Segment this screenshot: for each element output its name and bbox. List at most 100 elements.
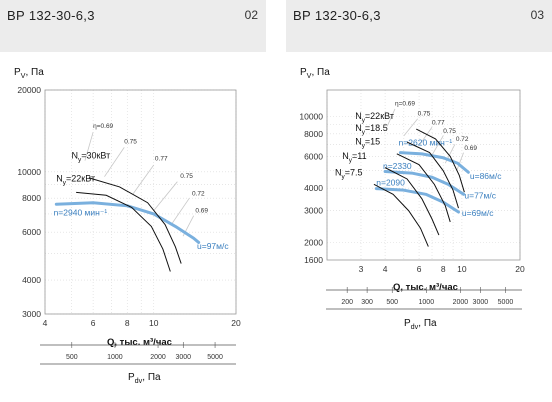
secondary-tick-label: 1000 bbox=[419, 299, 435, 306]
y-tick-label: 3000 bbox=[22, 309, 41, 319]
efficiency-line bbox=[132, 164, 155, 195]
chart-panel-left: ВР 132-30-6,3 02 4 6 8 10 20 3000 4000 6000 8000… bbox=[0, 0, 266, 402]
x-tick-label: 10 bbox=[457, 264, 467, 274]
speed-curve bbox=[398, 151, 470, 174]
efficiency-label: η=0.69 bbox=[93, 123, 113, 130]
model-title: ВР 132-30-6,3 bbox=[293, 8, 381, 23]
x-tick-label: 10 bbox=[149, 318, 159, 328]
efficiency-label: 0.77 bbox=[432, 120, 445, 127]
x-tick-label: 20 bbox=[231, 318, 241, 328]
power-curve-label: Ny=30кВт bbox=[71, 150, 110, 163]
efficiency-line bbox=[104, 147, 125, 177]
x-tick-label: 6 bbox=[91, 318, 96, 328]
secondary-tick-label: 500 bbox=[66, 354, 78, 361]
efficiency-label: 0.69 bbox=[464, 145, 477, 152]
y-tick-label: 8000 bbox=[304, 129, 323, 139]
model-title: ВР 132-30-6,3 bbox=[7, 8, 95, 23]
speed-curve bbox=[374, 187, 460, 214]
power-curve bbox=[76, 191, 171, 272]
power-curve bbox=[406, 141, 459, 209]
fan-curve-chart: 4 6 8 10 20 3000 4000 6000 8000 10000 20000 PV, Па Q… bbox=[14, 67, 241, 385]
x-tick-label: 8 bbox=[441, 264, 446, 274]
speed-curve-label: n=2090 bbox=[376, 177, 405, 187]
efficiency-line bbox=[84, 132, 94, 161]
velocity-label: u=77м/с bbox=[464, 191, 496, 201]
efficiency-label: 0.75 bbox=[180, 173, 193, 180]
power-curve-label: Ny=22кВт bbox=[56, 174, 95, 187]
efficiency-line bbox=[418, 127, 433, 146]
x-tick-label: 3 bbox=[359, 264, 364, 274]
velocity-label: u=97м/с bbox=[197, 241, 229, 251]
y-tick-label: 8000 bbox=[22, 193, 41, 203]
x-axis-label: Q, тыс. м³/час bbox=[107, 337, 172, 348]
speed-curve bbox=[383, 169, 466, 196]
panel-header: ВР 132-30-6,3 02 bbox=[0, 0, 266, 52]
velocity-label: u=86м/с bbox=[470, 171, 502, 181]
panel-header: ВР 132-30-6,3 03 bbox=[286, 0, 552, 52]
x-tick-label: 4 bbox=[43, 318, 48, 328]
plot-frame bbox=[326, 89, 521, 261]
power-curve bbox=[396, 153, 451, 223]
efficiency-label: 0.75 bbox=[418, 111, 431, 118]
efficiency-label: 0.72 bbox=[456, 136, 469, 143]
y-tick-label: 4000 bbox=[22, 275, 41, 285]
y-tick-label: 3000 bbox=[304, 206, 323, 216]
efficiency-line bbox=[153, 181, 178, 211]
fan-curve-chart: 3 4 6 8 10 20 1600 2000 3000 4000 6000 8000 10000 PV,… bbox=[299, 67, 525, 331]
power-curve bbox=[88, 177, 182, 264]
secondary-tick-label: 2000 bbox=[150, 354, 166, 361]
y-tick-label: 10000 bbox=[299, 111, 323, 121]
efficiency-label: 0.69 bbox=[195, 207, 208, 214]
power-curve-label: Ny=7.5 bbox=[335, 168, 363, 181]
secondary-axis-label: Pdv, Па bbox=[128, 372, 161, 385]
efficiency-label: η=0.69 bbox=[395, 100, 415, 107]
y-tick-label: 6000 bbox=[22, 227, 41, 237]
y-tick-label: 20000 bbox=[17, 85, 41, 95]
x-axis-label: Q, тыс. м³/час bbox=[393, 282, 458, 293]
panel-number: 02 bbox=[244, 8, 258, 22]
chart-panel-right: ВР 132-30-6,3 03 3 4 6 8 10 20 1600 2000 3000 400… bbox=[286, 0, 552, 402]
secondary-tick-label: 3000 bbox=[473, 299, 489, 306]
efficiency-line bbox=[403, 118, 418, 137]
efficiency-line bbox=[386, 108, 396, 127]
speed-curve-label: n=2330 bbox=[383, 161, 412, 171]
velocity-label: u=69м/с bbox=[462, 208, 494, 218]
efficiency-label: 0.72 bbox=[192, 190, 205, 197]
power-curve bbox=[384, 167, 440, 236]
secondary-tick-label: 3000 bbox=[175, 354, 191, 361]
secondary-tick-label: 5000 bbox=[207, 354, 223, 361]
y-tick-label: 10000 bbox=[17, 167, 41, 177]
y-tick-label: 4000 bbox=[304, 183, 323, 193]
power-curve-label: Ny=18.5 bbox=[355, 123, 388, 136]
y-tick-label: 1600 bbox=[304, 255, 323, 265]
power-curve bbox=[416, 128, 465, 193]
power-curve bbox=[373, 183, 429, 247]
power-curve-label: Ny=11 bbox=[342, 151, 366, 164]
secondary-tick-label: 500 bbox=[386, 299, 398, 306]
secondary-tick-label: 2000 bbox=[453, 299, 469, 306]
x-tick-label: 20 bbox=[515, 264, 525, 274]
x-tick-label: 8 bbox=[125, 318, 130, 328]
speed-curve bbox=[54, 201, 201, 244]
secondary-tick-label: 5000 bbox=[498, 299, 514, 306]
efficiency-label: 0.75 bbox=[124, 139, 137, 146]
y-axis-label: PV, Па bbox=[14, 67, 44, 80]
x-tick-label: 6 bbox=[417, 264, 422, 274]
secondary-tick-label: 300 bbox=[361, 299, 373, 306]
power-curve-label: Ny=15 bbox=[355, 136, 380, 149]
plot-frame bbox=[44, 89, 237, 315]
y-tick-label: 2000 bbox=[304, 238, 323, 248]
power-curve-label: Ny=22кВт bbox=[355, 111, 394, 124]
efficiency-line bbox=[171, 197, 190, 225]
secondary-tick-label: 200 bbox=[341, 299, 353, 306]
efficiency-line bbox=[431, 135, 444, 156]
x-tick-label: 4 bbox=[383, 264, 388, 274]
secondary-tick-label: 1000 bbox=[107, 354, 123, 361]
y-tick-label: 6000 bbox=[304, 151, 323, 161]
panel-number: 03 bbox=[530, 8, 544, 22]
efficiency-label: 0.77 bbox=[155, 156, 168, 163]
secondary-axis-label: Pdv, Па bbox=[404, 318, 437, 331]
efficiency-line bbox=[456, 152, 464, 171]
speed-curve-label: n=2940 мин⁻¹ bbox=[54, 208, 108, 218]
speed-curve-label: n=2620 мин⁻¹ bbox=[399, 137, 453, 147]
